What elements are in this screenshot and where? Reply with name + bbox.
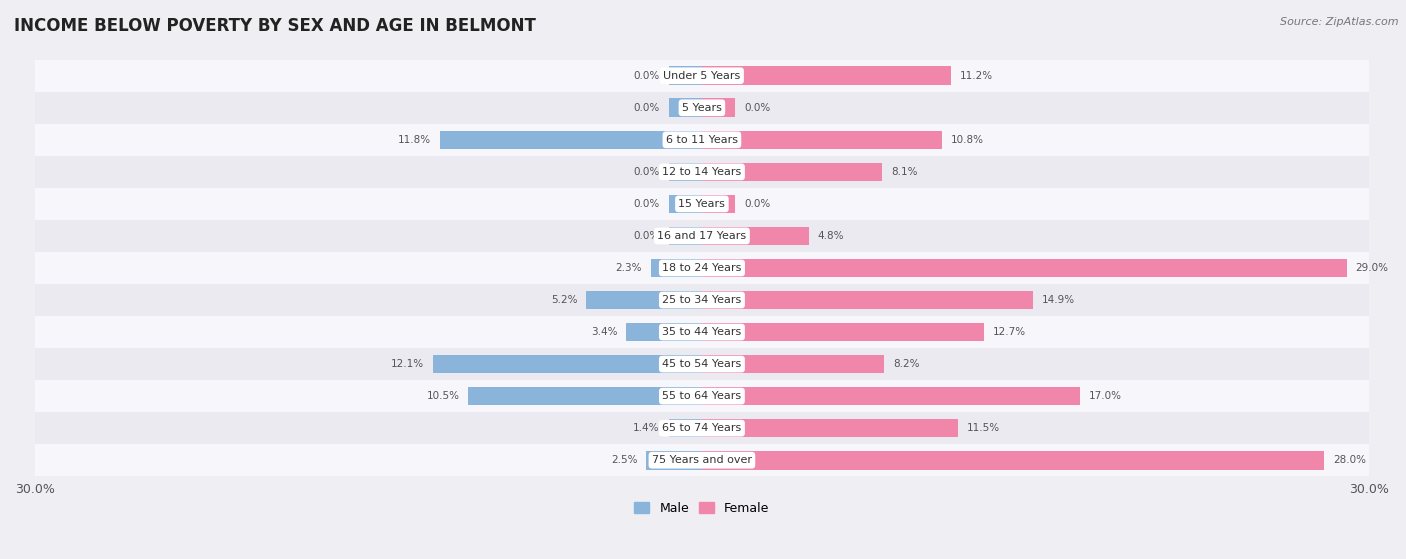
- Text: 16 and 17 Years: 16 and 17 Years: [658, 231, 747, 241]
- Bar: [702, 195, 735, 213]
- Text: 12.7%: 12.7%: [993, 327, 1026, 337]
- Bar: [702, 131, 942, 149]
- Bar: [669, 195, 702, 213]
- Text: 18 to 24 Years: 18 to 24 Years: [662, 263, 741, 273]
- Bar: [586, 291, 702, 309]
- Bar: [35, 92, 1369, 124]
- Bar: [651, 259, 702, 277]
- Bar: [702, 355, 884, 373]
- Text: 6 to 11 Years: 6 to 11 Years: [666, 135, 738, 145]
- Text: 55 to 64 Years: 55 to 64 Years: [662, 391, 741, 401]
- Bar: [35, 156, 1369, 188]
- Legend: Male, Female: Male, Female: [630, 497, 775, 520]
- Bar: [35, 444, 1369, 476]
- Bar: [626, 323, 702, 342]
- Text: 75 Years and over: 75 Years and over: [652, 455, 752, 465]
- Bar: [35, 188, 1369, 220]
- Text: 28.0%: 28.0%: [1333, 455, 1367, 465]
- Bar: [702, 67, 950, 85]
- Text: 10.5%: 10.5%: [426, 391, 460, 401]
- Bar: [35, 124, 1369, 156]
- Text: 12 to 14 Years: 12 to 14 Years: [662, 167, 741, 177]
- Bar: [702, 226, 808, 245]
- Text: 0.0%: 0.0%: [634, 103, 659, 113]
- Bar: [702, 451, 1324, 470]
- Bar: [35, 316, 1369, 348]
- Text: 0.0%: 0.0%: [744, 103, 770, 113]
- Bar: [35, 380, 1369, 412]
- Bar: [669, 163, 702, 181]
- Text: 0.0%: 0.0%: [634, 231, 659, 241]
- Text: Under 5 Years: Under 5 Years: [664, 71, 741, 80]
- Bar: [702, 98, 735, 117]
- Text: 2.5%: 2.5%: [612, 455, 637, 465]
- Text: 3.4%: 3.4%: [591, 327, 617, 337]
- Text: 12.1%: 12.1%: [391, 359, 425, 369]
- Text: 65 to 74 Years: 65 to 74 Years: [662, 423, 741, 433]
- Bar: [702, 291, 1033, 309]
- Text: Source: ZipAtlas.com: Source: ZipAtlas.com: [1281, 17, 1399, 27]
- Text: 45 to 54 Years: 45 to 54 Years: [662, 359, 741, 369]
- Text: 0.0%: 0.0%: [634, 167, 659, 177]
- Text: 15 Years: 15 Years: [679, 199, 725, 209]
- Text: 29.0%: 29.0%: [1355, 263, 1389, 273]
- Bar: [35, 284, 1369, 316]
- Text: 2.3%: 2.3%: [616, 263, 643, 273]
- Text: 35 to 44 Years: 35 to 44 Years: [662, 327, 741, 337]
- Text: 1.4%: 1.4%: [633, 423, 659, 433]
- Bar: [702, 163, 882, 181]
- Text: 17.0%: 17.0%: [1088, 391, 1122, 401]
- Bar: [702, 387, 1080, 405]
- Bar: [35, 220, 1369, 252]
- Bar: [468, 387, 702, 405]
- Text: 5.2%: 5.2%: [551, 295, 578, 305]
- Bar: [35, 348, 1369, 380]
- Text: 8.1%: 8.1%: [891, 167, 917, 177]
- Bar: [669, 419, 702, 438]
- Text: 0.0%: 0.0%: [634, 199, 659, 209]
- Bar: [440, 131, 702, 149]
- Bar: [702, 259, 1347, 277]
- Text: 4.8%: 4.8%: [817, 231, 844, 241]
- Bar: [35, 60, 1369, 92]
- Bar: [702, 323, 984, 342]
- Text: 25 to 34 Years: 25 to 34 Years: [662, 295, 741, 305]
- Bar: [35, 412, 1369, 444]
- Text: 0.0%: 0.0%: [744, 199, 770, 209]
- Text: INCOME BELOW POVERTY BY SEX AND AGE IN BELMONT: INCOME BELOW POVERTY BY SEX AND AGE IN B…: [14, 17, 536, 35]
- Bar: [669, 98, 702, 117]
- Text: 5 Years: 5 Years: [682, 103, 721, 113]
- Text: 14.9%: 14.9%: [1042, 295, 1076, 305]
- Text: 10.8%: 10.8%: [950, 135, 984, 145]
- Text: 0.0%: 0.0%: [634, 71, 659, 80]
- Bar: [433, 355, 702, 373]
- Text: 11.2%: 11.2%: [960, 71, 993, 80]
- Text: 11.5%: 11.5%: [966, 423, 1000, 433]
- Bar: [669, 67, 702, 85]
- Bar: [647, 451, 702, 470]
- Bar: [35, 252, 1369, 284]
- Bar: [702, 419, 957, 438]
- Text: 11.8%: 11.8%: [398, 135, 430, 145]
- Text: 8.2%: 8.2%: [893, 359, 920, 369]
- Bar: [669, 226, 702, 245]
